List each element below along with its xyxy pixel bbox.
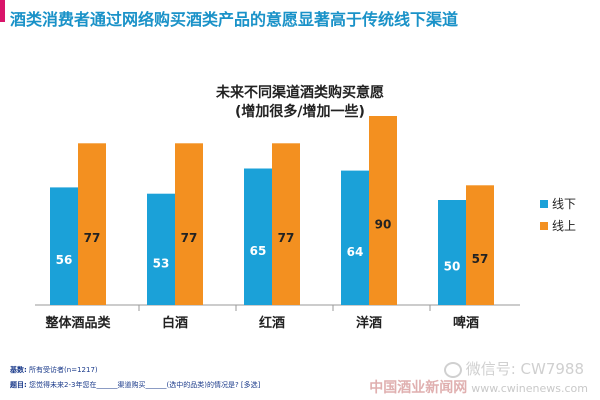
bar-offline-3 bbox=[341, 170, 369, 305]
bar-online-3 bbox=[369, 116, 397, 305]
wechat-icon bbox=[443, 361, 462, 378]
data-label-offline-0: 56 bbox=[56, 253, 73, 267]
footer-question-label: 题目: bbox=[10, 381, 27, 389]
bar-offline-0 bbox=[50, 187, 78, 305]
data-label-offline-2: 65 bbox=[250, 244, 267, 258]
site-name: 中国酒业新闻网 bbox=[369, 380, 468, 396]
wechat-watermark: 微信号: CW7988 bbox=[443, 358, 584, 379]
footer-base: 基数: 所有受访者(n=1217) bbox=[10, 365, 98, 375]
legend-swatch-1 bbox=[540, 222, 548, 230]
footer-base-text: 所有受访者(n=1217) bbox=[29, 366, 98, 374]
category-label-3: 洋酒 bbox=[356, 315, 382, 331]
footer-question-text: 您觉得未来2-3年您在______渠道购买______(选中的品类)的情况是? … bbox=[29, 381, 261, 389]
data-label-offline-3: 64 bbox=[347, 245, 364, 259]
bar-offline-4 bbox=[438, 200, 466, 305]
data-label-online-0: 77 bbox=[84, 231, 101, 245]
site-url: www.cwinenews.com bbox=[471, 382, 588, 395]
category-label-4: 啤酒 bbox=[453, 315, 479, 331]
bar-online-0 bbox=[78, 143, 106, 305]
bar-online-2 bbox=[272, 143, 300, 305]
data-label-offline-1: 53 bbox=[153, 256, 170, 270]
wechat-id: 微信号: CW7988 bbox=[465, 360, 584, 378]
data-label-online-4: 57 bbox=[472, 252, 489, 266]
bar-offline-1 bbox=[147, 193, 175, 305]
footer-base-label: 基数: bbox=[10, 366, 27, 374]
bar-offline-2 bbox=[244, 168, 272, 305]
site-watermark: 中国酒业新闻网 www.cwinenews.com bbox=[369, 377, 588, 397]
footer-question: 题目: 您觉得未来2-3年您在______渠道购买______(选中的品类)的情… bbox=[10, 380, 260, 390]
chart-subtitle: (增加很多/增加一些) bbox=[235, 104, 365, 120]
headline: 酒类消费者通过网络购买酒类产品的意愿显著高于传统线下渠道 bbox=[10, 10, 459, 29]
legend-label-0: 线下 bbox=[552, 197, 576, 211]
bar-online-4 bbox=[466, 185, 494, 305]
chart-title: 未来不同渠道酒类购买意愿 bbox=[216, 85, 384, 101]
data-label-online-2: 77 bbox=[278, 231, 295, 245]
data-label-offline-4: 50 bbox=[444, 260, 461, 274]
legend-label-1: 线上 bbox=[552, 219, 576, 233]
top-accent-bar bbox=[0, 0, 5, 22]
legend-swatch-0 bbox=[540, 200, 548, 208]
data-label-online-1: 77 bbox=[181, 231, 198, 245]
bar-online-1 bbox=[175, 143, 203, 305]
data-label-online-3: 90 bbox=[375, 218, 392, 232]
category-label-0: 整体酒品类 bbox=[44, 315, 111, 331]
category-label-2: 红酒 bbox=[259, 315, 285, 331]
category-label-1: 白酒 bbox=[162, 315, 188, 331]
